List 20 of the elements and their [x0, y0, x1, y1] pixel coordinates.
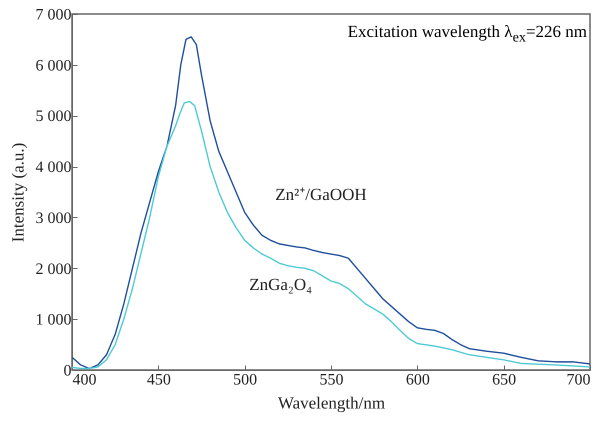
y-tick-label: 0	[64, 362, 72, 380]
y-tick-label: 5 000	[36, 108, 72, 126]
y-tick-label: 6 000	[36, 57, 72, 74]
y-tick-label: 1 000	[36, 312, 72, 329]
x-tick-label: 400	[72, 372, 96, 388]
x-tick-label: 450	[146, 372, 171, 388]
x-tick-label: 700	[566, 372, 590, 388]
series-label: Zn²⁺/GaOOH	[275, 185, 367, 204]
x-tick-label: 600	[406, 372, 430, 388]
series-label: ZnGa₂O₄	[249, 275, 312, 294]
annotation: Excitation wavelength λ$_{ex}$=226 nm	[348, 22, 587, 46]
y-tick-label: 7 000	[36, 6, 72, 24]
y-tick-label: 2 000	[36, 260, 72, 278]
x-tick-label: 550	[320, 372, 344, 388]
y-axis-title: Intensity (a.u.)	[8, 142, 28, 242]
x-tick-label: 650	[492, 372, 516, 388]
y-tick-label: 3 000	[36, 210, 72, 227]
x-axis-title: Wavelength/nm	[278, 394, 386, 412]
x-tick-label: 500	[233, 372, 258, 388]
y-tick-label: 4 000	[36, 159, 72, 176]
